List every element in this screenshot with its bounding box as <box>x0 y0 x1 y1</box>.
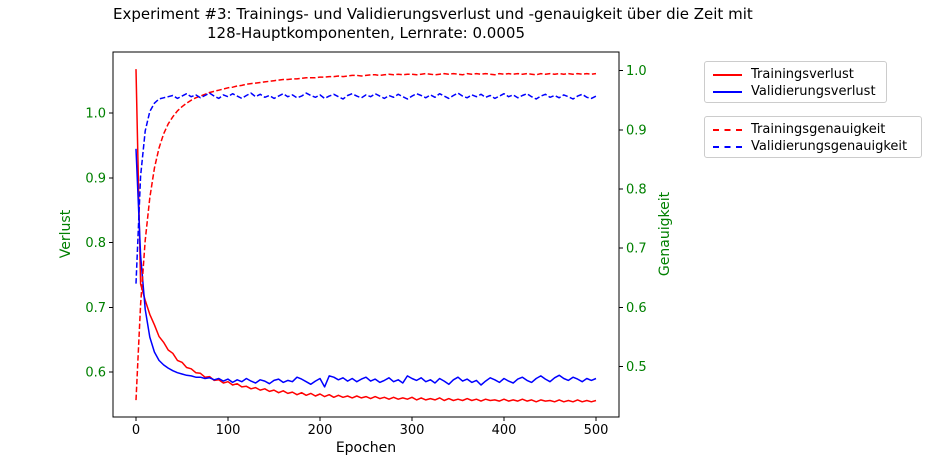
legend-label-validierungsgenauigkeit: Validierungsgenauigkeit <box>751 139 908 154</box>
svg-text:400: 400 <box>492 423 517 438</box>
axes-border <box>112 51 620 418</box>
svg-text:200: 200 <box>308 423 333 438</box>
svg-text:300: 300 <box>400 423 425 438</box>
svg-text:0.8: 0.8 <box>85 236 106 251</box>
x-axis-ticks: 0 100 200 300 400 500 <box>132 417 609 438</box>
svg-text:500: 500 <box>584 423 609 438</box>
legend-label-trainingsverlust: Trainingsverlust <box>751 67 854 82</box>
trainingsverlust-line <box>135 69 597 403</box>
svg-text:0: 0 <box>132 423 140 438</box>
legend-line-sample-validierungsverlust <box>713 90 742 93</box>
legend-line-sample-validierungsgenauigkeit <box>713 145 742 148</box>
legend-label-validierungsverlust: Validierungsverlust <box>751 84 876 99</box>
svg-text:0.6: 0.6 <box>626 301 647 316</box>
y-axis-label-left: Verlust <box>58 209 74 259</box>
svg-text:0.9: 0.9 <box>626 123 647 138</box>
svg-text:0.9: 0.9 <box>85 171 106 186</box>
left-axis-ticks: 0.6 0.7 0.8 0.9 1.0 <box>85 107 113 381</box>
legend-row-validierungsgenauigkeit: Validierungsgenauigkeit <box>713 138 913 155</box>
svg-text:1.0: 1.0 <box>626 64 647 79</box>
legend-loss: Trainingsverlust Validierungsverlust <box>704 61 887 103</box>
svg-text:1.0: 1.0 <box>85 107 106 122</box>
legend-label-trainingsgenauigkeit: Trainingsgenauigkeit <box>751 122 886 137</box>
svg-text:0.5: 0.5 <box>626 360 647 375</box>
legend-row-trainingsverlust: Trainingsverlust <box>713 66 878 83</box>
y-axis-label-right: Genauigkeit <box>657 191 673 277</box>
right-axis-ticks: 0.5 0.6 0.7 0.8 0.9 1.0 <box>619 64 647 375</box>
legend-accuracy: Trainingsgenauigkeit Validierungsgenauig… <box>704 116 922 158</box>
svg-text:0.6: 0.6 <box>85 366 106 381</box>
legend-line-sample-trainingsverlust <box>713 73 742 76</box>
svg-text:0.8: 0.8 <box>626 182 647 197</box>
chart-title-line-1: Experiment #3: Trainings- und Validierun… <box>113 5 753 23</box>
svg-text:0.7: 0.7 <box>85 301 106 316</box>
svg-text:100: 100 <box>216 423 241 438</box>
chart-title: Experiment #3: Trainings- und Validierun… <box>113 5 753 43</box>
legend-line-sample-trainingsgenauigkeit <box>713 128 742 131</box>
legend-row-validierungsverlust: Validierungsverlust <box>713 83 878 100</box>
chart-title-line-2: 128-Hauptkomponenten, Lernrate: 0.0005 <box>207 24 525 42</box>
validierungsgenauigkeit-line <box>135 92 597 284</box>
svg-text:0.7: 0.7 <box>626 242 647 257</box>
trainingsgenauigkeit-line <box>135 72 597 401</box>
legend-row-trainingsgenauigkeit: Trainingsgenauigkeit <box>713 121 913 138</box>
x-axis-label: Epochen <box>335 440 397 456</box>
validierungsverlust-line <box>135 148 597 388</box>
